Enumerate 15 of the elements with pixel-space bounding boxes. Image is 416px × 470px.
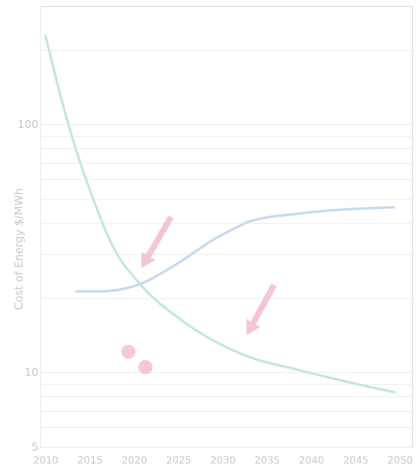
y-tick-label: 10: [24, 366, 38, 379]
x-tick-label: 2040: [298, 456, 324, 466]
line-series: [44, 34, 396, 394]
y-tick-label: 100: [18, 118, 38, 131]
line-series: [74, 206, 396, 293]
x-tick-label: 2025: [166, 456, 192, 466]
y-axis-title: Cost of Energy $/MWh: [12, 188, 26, 310]
x-tick-label: 2045: [343, 456, 369, 466]
x-tick-label: 2015: [77, 456, 103, 466]
x-tick-label: 2020: [122, 456, 148, 466]
x-tick-label: 2010: [33, 456, 59, 466]
x-tick-label: 2050: [387, 456, 413, 466]
y-tick-label: 5: [32, 440, 38, 454]
x-tick-label: 2035: [254, 456, 280, 466]
x-tick-label: 2030: [210, 456, 236, 466]
